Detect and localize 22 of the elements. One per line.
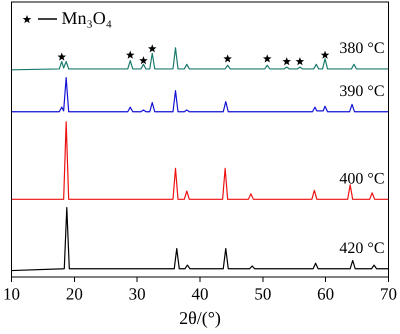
legend-label: Mn₃O₄ <box>62 8 112 29</box>
x-tick-label: 30 <box>128 284 146 304</box>
point <box>126 50 135 59</box>
point <box>139 56 148 64</box>
point <box>296 57 304 66</box>
x-tick-label: 50 <box>254 284 272 304</box>
series-label: 420 °C <box>339 240 384 257</box>
point <box>282 57 291 66</box>
series-label: 380 °C <box>339 40 384 58</box>
series-label: 390 °C <box>339 82 384 100</box>
x-tick-label: 60 <box>317 284 334 304</box>
x-tick-label: 70 <box>380 284 397 304</box>
point <box>57 52 66 61</box>
point <box>148 44 157 52</box>
x-tick-label: 20 <box>66 284 83 304</box>
point <box>223 54 232 62</box>
x-tick-label: 40 <box>192 284 208 304</box>
point <box>262 54 272 62</box>
x-tick-label: 10 <box>3 284 20 304</box>
x-axis-title: 2θ/(°) <box>179 308 221 328</box>
point <box>320 50 330 59</box>
series-label: 400 °C <box>339 170 384 188</box>
